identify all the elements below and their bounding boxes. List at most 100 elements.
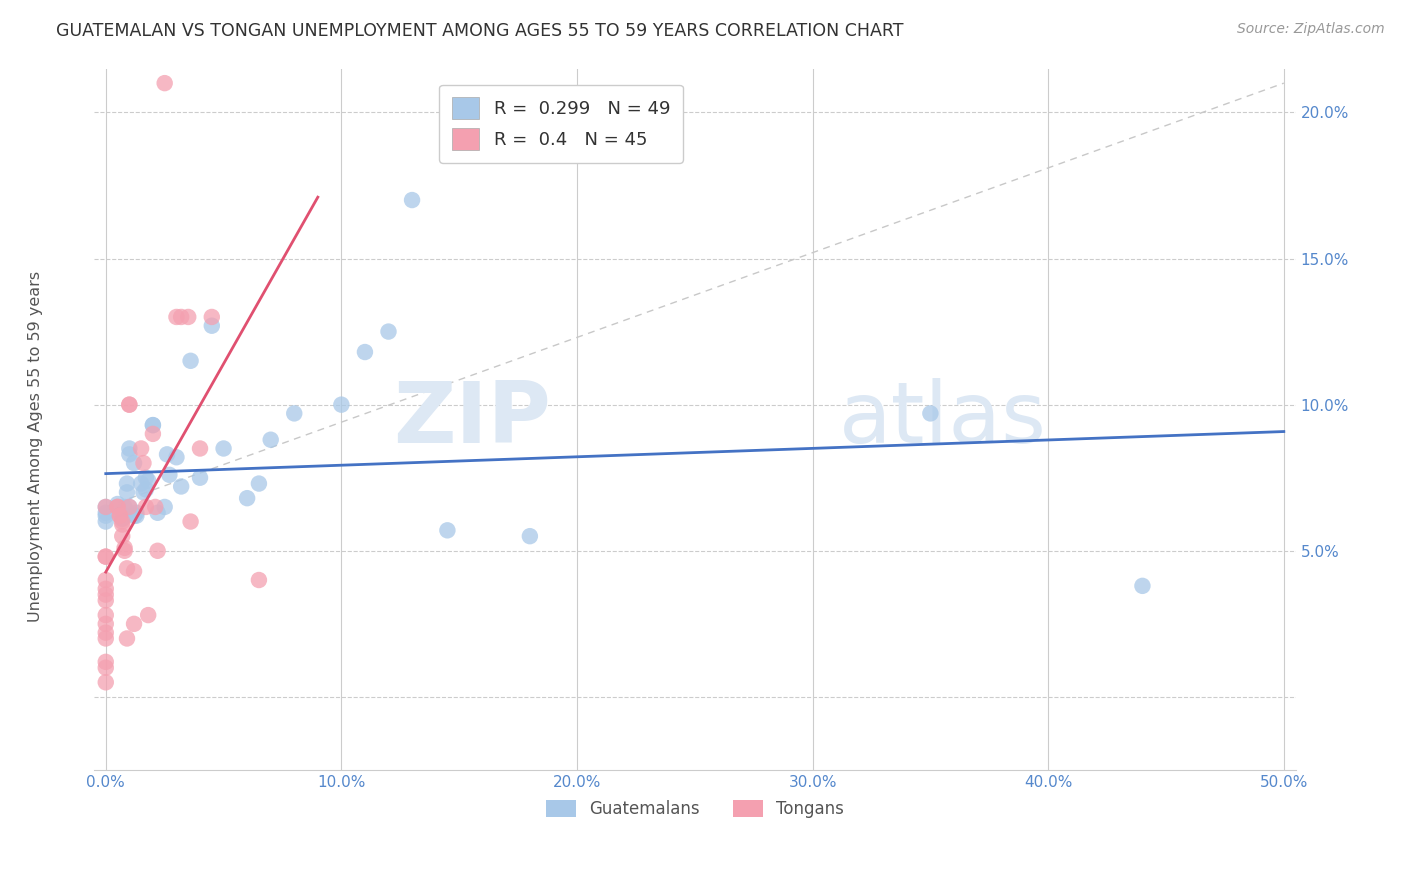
Point xyxy=(94,549,117,564)
Point xyxy=(94,675,117,690)
Point xyxy=(94,661,117,675)
Point xyxy=(94,655,117,669)
Point xyxy=(122,616,145,631)
Point xyxy=(236,491,259,505)
Point xyxy=(118,447,141,461)
Point xyxy=(94,549,117,564)
Point xyxy=(129,476,152,491)
Point xyxy=(94,506,117,520)
Point xyxy=(247,573,270,587)
Point xyxy=(111,511,134,525)
Point xyxy=(260,433,283,447)
Point xyxy=(212,442,235,456)
Point xyxy=(111,529,134,543)
Point xyxy=(115,485,138,500)
Point xyxy=(94,573,117,587)
Point xyxy=(111,517,134,532)
Point xyxy=(94,500,117,514)
Point xyxy=(153,76,176,90)
Point xyxy=(129,442,152,456)
Point xyxy=(114,500,136,514)
Point xyxy=(108,508,131,523)
Point xyxy=(108,508,131,523)
Point xyxy=(135,500,157,514)
Point xyxy=(166,310,188,324)
Point xyxy=(111,511,134,525)
Point xyxy=(156,447,179,461)
Point xyxy=(142,418,165,433)
Point xyxy=(125,508,148,523)
Point xyxy=(166,450,188,465)
Point xyxy=(94,608,117,623)
Point xyxy=(180,353,202,368)
Point xyxy=(153,500,176,514)
Point xyxy=(111,515,134,529)
Point xyxy=(94,593,117,607)
Point xyxy=(377,325,399,339)
Point xyxy=(142,418,165,433)
Point xyxy=(94,588,117,602)
Point xyxy=(114,541,136,555)
Point xyxy=(188,471,211,485)
Point xyxy=(118,398,141,412)
Legend: Guatemalans, Tongans: Guatemalans, Tongans xyxy=(538,793,851,825)
Point xyxy=(188,442,211,456)
Point xyxy=(108,506,131,520)
Text: Unemployment Among Ages 55 to 59 years: Unemployment Among Ages 55 to 59 years xyxy=(28,270,42,622)
Point xyxy=(283,406,305,420)
Point xyxy=(94,625,117,640)
Point xyxy=(157,467,180,482)
Point xyxy=(114,508,136,523)
Point xyxy=(94,508,117,523)
Point xyxy=(135,483,157,497)
Point xyxy=(180,515,202,529)
Point xyxy=(142,426,165,441)
Point xyxy=(122,456,145,470)
Point xyxy=(94,500,117,514)
Point xyxy=(118,500,141,514)
Point xyxy=(115,561,138,575)
Text: GUATEMALAN VS TONGAN UNEMPLOYMENT AMONG AGES 55 TO 59 YEARS CORRELATION CHART: GUATEMALAN VS TONGAN UNEMPLOYMENT AMONG … xyxy=(56,22,904,40)
Text: ZIP: ZIP xyxy=(392,377,551,461)
Point xyxy=(122,564,145,578)
Point xyxy=(107,500,129,514)
Point xyxy=(519,529,541,543)
Point xyxy=(94,616,117,631)
Point xyxy=(170,479,193,493)
Point xyxy=(401,193,423,207)
Point xyxy=(118,398,141,412)
Point xyxy=(118,442,141,456)
Point xyxy=(136,474,159,488)
Point xyxy=(107,500,129,514)
Point xyxy=(436,524,458,538)
Point xyxy=(201,310,224,324)
Point xyxy=(1132,579,1154,593)
Point xyxy=(177,310,200,324)
Point xyxy=(115,476,138,491)
Point xyxy=(354,345,377,359)
Point xyxy=(330,398,353,412)
Point xyxy=(94,632,117,646)
Point xyxy=(125,506,148,520)
Point xyxy=(247,476,270,491)
Point xyxy=(94,582,117,596)
Point xyxy=(122,508,145,523)
Text: atlas: atlas xyxy=(839,377,1047,461)
Point xyxy=(107,497,129,511)
Point xyxy=(146,543,169,558)
Point xyxy=(146,506,169,520)
Point xyxy=(143,500,166,514)
Point xyxy=(94,515,117,529)
Point xyxy=(118,500,141,514)
Point xyxy=(132,485,155,500)
Point xyxy=(201,318,224,333)
Point xyxy=(115,632,138,646)
Point xyxy=(114,543,136,558)
Point xyxy=(920,406,942,420)
Point xyxy=(136,608,159,623)
Text: Source: ZipAtlas.com: Source: ZipAtlas.com xyxy=(1237,22,1385,37)
Point xyxy=(135,471,157,485)
Point xyxy=(132,456,155,470)
Point xyxy=(170,310,193,324)
Point xyxy=(107,500,129,514)
